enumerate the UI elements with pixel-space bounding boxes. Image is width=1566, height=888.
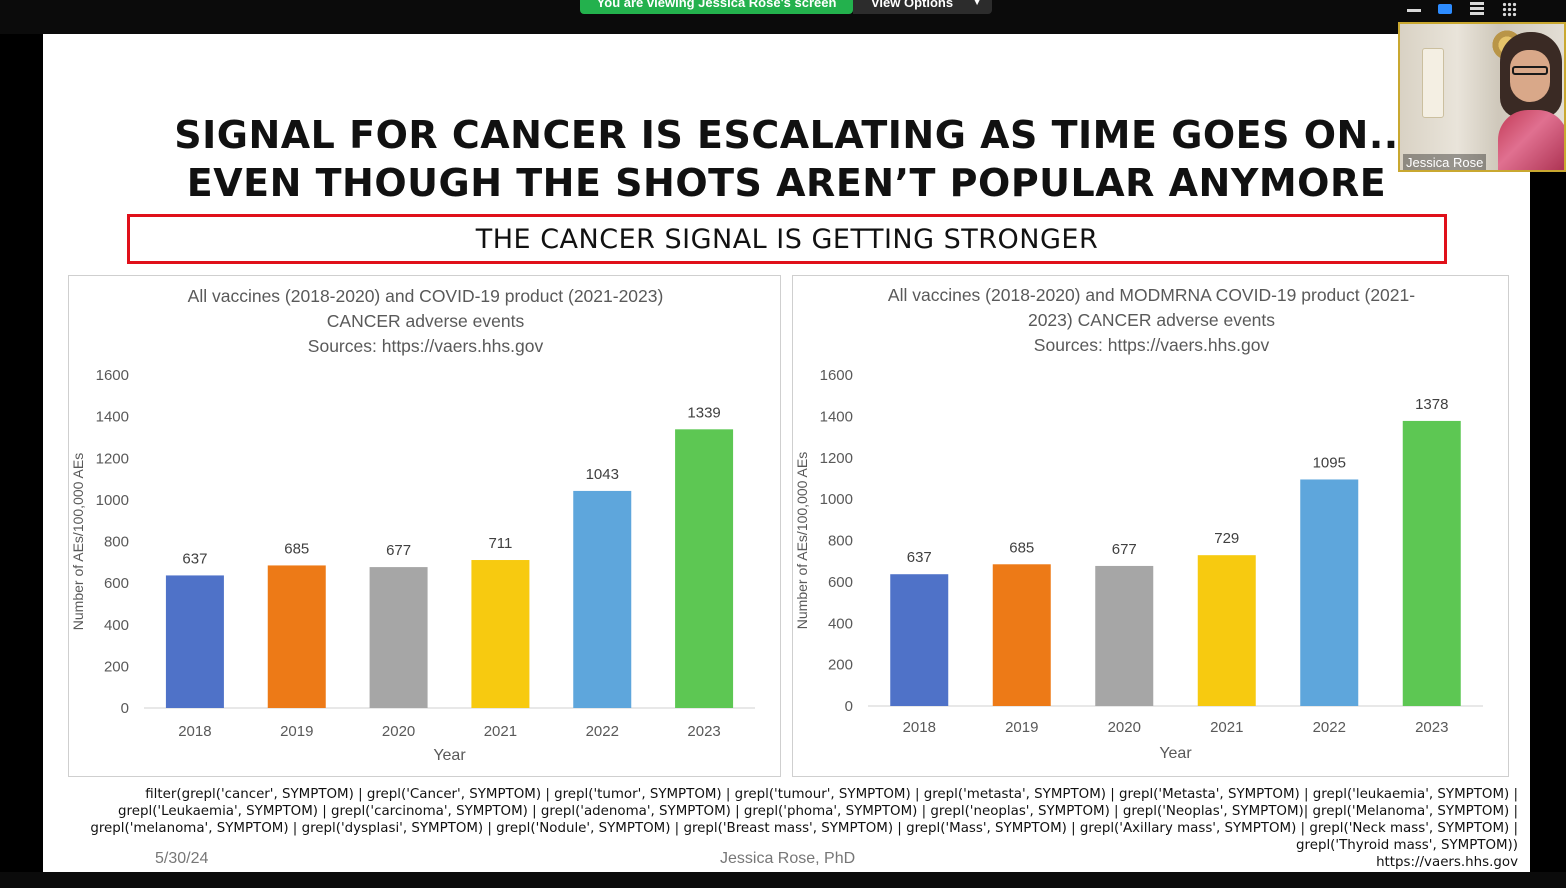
chart-title-line: All vaccines (2018-2020) and COVID-19 pr… <box>188 286 664 306</box>
chart-title-line: Sources: https://vaers.hhs.gov <box>1034 335 1270 355</box>
data-label: 685 <box>1009 539 1034 556</box>
x-axis-title: Year <box>1159 745 1192 762</box>
bar <box>369 567 428 708</box>
data-label: 637 <box>907 549 932 566</box>
query-line: grepl('Leukaemia', SYMPTOM) | grepl('car… <box>118 804 1518 819</box>
y-tick-label: 1400 <box>96 409 129 426</box>
y-tick-label: 0 <box>121 700 129 717</box>
y-tick-label: 0 <box>845 698 853 715</box>
y-tick-label: 1200 <box>820 450 853 467</box>
data-label: 1339 <box>687 404 720 421</box>
bar <box>1197 555 1256 706</box>
y-tick-label: 400 <box>828 615 853 632</box>
x-tick-label: 2018 <box>903 719 936 736</box>
y-tick-label: 1000 <box>820 491 853 508</box>
gallery-view-icon[interactable] <box>1502 2 1517 17</box>
slide-title-line-2: EVEN THOUGH THE SHOTS AREN’T POPULAR ANY… <box>186 161 1387 205</box>
y-tick-label: 600 <box>104 575 129 592</box>
x-tick-label: 2020 <box>1108 719 1141 736</box>
bar <box>675 429 734 708</box>
x-tick-label: 2020 <box>382 723 415 740</box>
y-tick-label: 800 <box>104 534 129 551</box>
bar <box>471 560 530 708</box>
query-filter-text: filter(grepl('cancer', SYMPTOM) | grepl(… <box>73 786 1518 871</box>
query-source-url: https://vaers.hhs.gov <box>1376 855 1518 870</box>
y-tick-label: 1600 <box>820 367 853 384</box>
x-tick-label: 2023 <box>687 723 720 740</box>
data-label: 1043 <box>586 466 619 483</box>
list-view-icon[interactable] <box>1470 2 1484 16</box>
bar <box>992 564 1051 706</box>
bar <box>1300 479 1359 706</box>
slide-title: SIGNAL FOR CANCER IS ESCALATING AS TIME … <box>43 111 1530 207</box>
chart-title-line: Sources: https://vaers.hhs.gov <box>308 336 544 356</box>
x-tick-label: 2018 <box>178 723 211 740</box>
shared-slide: SIGNAL FOR CANCER IS ESCALATING AS TIME … <box>43 34 1530 872</box>
y-tick-label: 1200 <box>96 450 129 467</box>
y-tick-label: 200 <box>104 658 129 675</box>
y-tick-label: 1600 <box>96 367 129 384</box>
view-options-button[interactable]: View Options ▼ <box>853 0 992 14</box>
chart-title-line: 2023) CANCER adverse events <box>1028 310 1275 330</box>
bar <box>573 490 632 708</box>
data-label: 637 <box>182 550 207 567</box>
subtitle-box: THE CANCER SIGNAL IS GETTING STRONGER <box>127 214 1447 264</box>
footer-author: Jessica Rose, PhD <box>720 850 856 867</box>
data-label: 677 <box>386 542 411 559</box>
participant-name-label: Jessica Rose <box>1403 154 1487 170</box>
x-tick-label: 2019 <box>280 723 313 740</box>
y-tick-label: 1400 <box>820 408 853 425</box>
participant-scarf <box>1498 110 1564 170</box>
query-line: grepl('Thyroid mass', SYMPTOM)) <box>1296 838 1518 853</box>
viewing-screen-banner: You are viewing Jessica Rose's screen <box>580 0 853 14</box>
data-label: 677 <box>1112 541 1137 558</box>
speaker-view-icon[interactable] <box>1438 4 1452 14</box>
bar <box>1095 565 1154 706</box>
y-tick-label: 400 <box>104 617 129 634</box>
zoom-bottom-bar <box>0 872 1566 888</box>
bar <box>165 575 224 708</box>
x-tick-label: 2021 <box>1210 719 1243 736</box>
y-axis-title: Number of AEs/100,000 AEs <box>70 453 86 630</box>
chevron-down-icon: ▼ <box>972 0 982 8</box>
y-tick-label: 600 <box>828 574 853 591</box>
chart-left: All vaccines (2018-2020) and COVID-19 pr… <box>68 275 781 777</box>
x-tick-label: 2022 <box>586 723 619 740</box>
participant-glasses <box>1512 66 1548 75</box>
footer-date: 5/30/24 <box>155 850 209 867</box>
bar <box>890 574 949 706</box>
data-label: 711 <box>488 535 512 552</box>
query-line: filter(grepl('cancer', SYMPTOM) | grepl(… <box>145 787 1518 802</box>
x-axis-title: Year <box>433 747 466 764</box>
chart-title-line: CANCER adverse events <box>327 311 525 331</box>
x-tick-label: 2019 <box>1005 719 1038 736</box>
chart-left-svg: All vaccines (2018-2020) and COVID-19 pr… <box>70 286 755 764</box>
window-controls <box>1398 0 1566 20</box>
y-axis-title: Number of AEs/100,000 AEs <box>794 452 810 629</box>
participant-face <box>1510 50 1550 102</box>
x-tick-label: 2022 <box>1313 719 1346 736</box>
chart-right-svg: All vaccines (2018-2020) and MODMRNA COV… <box>794 285 1483 762</box>
data-label: 685 <box>284 540 309 557</box>
data-label: 729 <box>1214 530 1239 547</box>
participant-video-tile[interactable]: Jessica Rose <box>1398 22 1566 172</box>
view-options-label: View Options <box>871 0 954 10</box>
chart-title-line: All vaccines (2018-2020) and MODMRNA COV… <box>888 285 1415 305</box>
chart-right: All vaccines (2018-2020) and MODMRNA COV… <box>792 275 1509 777</box>
y-tick-label: 1000 <box>96 492 129 509</box>
data-label: 1378 <box>1415 396 1448 413</box>
subtitle-text: THE CANCER SIGNAL IS GETTING STRONGER <box>475 223 1099 255</box>
query-line: grepl('melanoma', SYMPTOM) | grepl('dysp… <box>90 821 1518 836</box>
y-tick-label: 800 <box>828 533 853 550</box>
minimize-icon[interactable] <box>1407 9 1421 12</box>
zoom-top-bar: You are viewing Jessica Rose's screen Vi… <box>0 0 1566 34</box>
x-tick-label: 2023 <box>1415 719 1448 736</box>
bar <box>267 565 326 708</box>
slide-title-line-1: SIGNAL FOR CANCER IS ESCALATING AS TIME … <box>174 113 1399 157</box>
bar <box>1402 420 1461 706</box>
x-tick-label: 2021 <box>484 723 517 740</box>
data-label: 1095 <box>1313 454 1346 471</box>
y-tick-label: 200 <box>828 657 853 674</box>
background-lamp <box>1422 48 1444 118</box>
